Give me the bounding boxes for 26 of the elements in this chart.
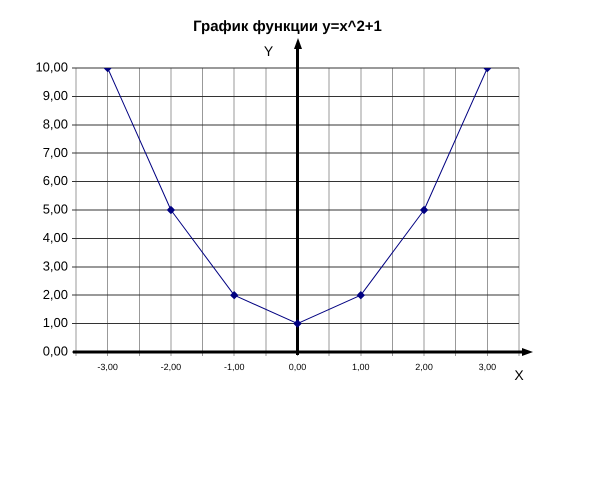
x-tick-label: 1,00 [352,362,370,372]
y-tick-label: 8,00 [42,116,68,132]
y-tick-label: 7,00 [42,144,68,160]
y-tick-label: 0,00 [42,344,68,359]
point [166,206,175,214]
y-tick-label: 2,00 [42,286,68,302]
y-tick-label: 9,00 [42,88,68,103]
x-axis-title: X [514,366,524,383]
y-tick-label: 6,00 [42,173,68,188]
x-tick-label: -2,00 [160,362,182,372]
x-tick-label: 0,00 [288,362,306,372]
y-tick-label: 3,00 [42,258,68,274]
x-tick-label: -1,00 [224,362,244,372]
x-tick-label: -3,00 [97,362,118,372]
point [356,291,365,300]
y-axis-title: Y [264,42,274,59]
y-tick-label: 5,00 [42,202,68,217]
point [230,291,238,300]
y-tick-label: 1,00 [42,315,68,330]
chart-title: График функции y=x^2+1 [193,18,382,36]
x-tick-label: 3,00 [478,362,496,372]
y-tick-label: 10,00 [35,60,68,75]
point [294,320,302,328]
x-tick-label: 2,00 [415,362,433,372]
y-tick-label: 4,00 [42,230,68,245]
point [420,206,428,214]
